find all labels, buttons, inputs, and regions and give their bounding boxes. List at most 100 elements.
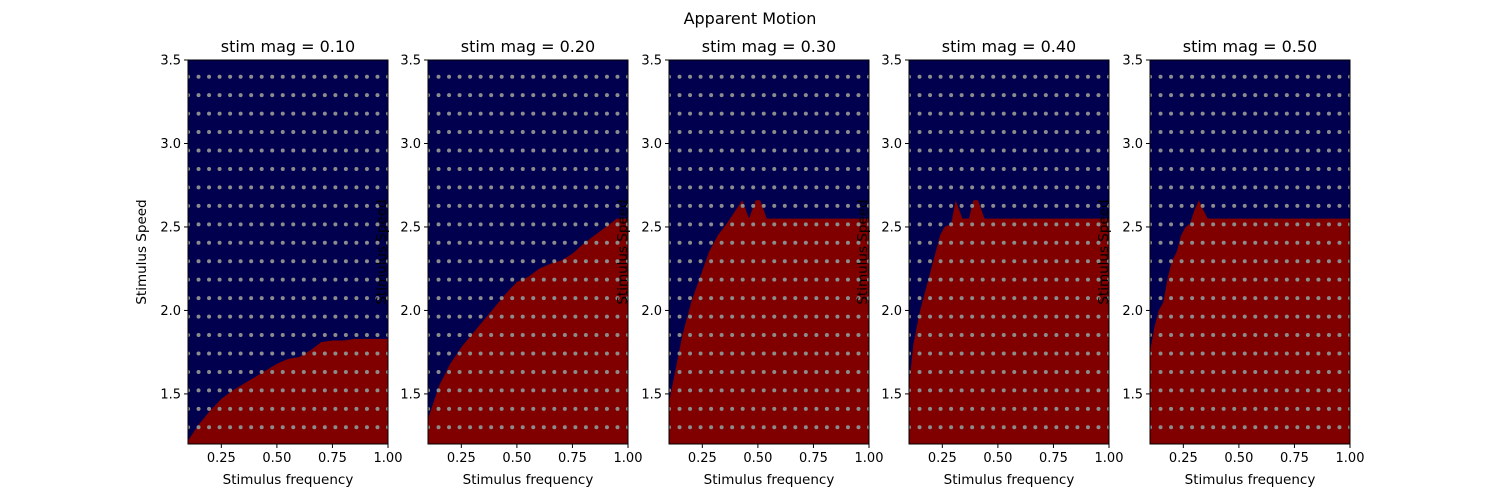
sample-dot: [436, 369, 441, 374]
sample-dot: [730, 296, 735, 301]
sample-dot: [688, 203, 693, 208]
sample-dot: [824, 351, 829, 356]
sample-dot: [1075, 93, 1080, 98]
sample-dot: [1012, 425, 1017, 430]
sample-dot: [499, 222, 504, 227]
sample-dot: [1263, 111, 1268, 116]
sample-dot: [1085, 166, 1090, 171]
sample-dot: [364, 259, 369, 264]
sample-dot: [928, 93, 933, 98]
sample-dot: [1190, 240, 1195, 245]
sample-dot: [1033, 148, 1038, 153]
sample-dot: [217, 130, 222, 135]
sample-dot: [1054, 148, 1059, 153]
sample-dot: [761, 148, 766, 153]
sample-dot: [615, 240, 620, 245]
sample-dot: [270, 148, 275, 153]
sample-dot: [1211, 406, 1216, 411]
sample-dot: [249, 314, 254, 319]
sample-dot: [1337, 148, 1342, 153]
sample-dot: [217, 240, 222, 245]
sample-dot: [1274, 148, 1279, 153]
sample-dot: [761, 314, 766, 319]
sample-dot: [1012, 406, 1017, 411]
sample-dot: [594, 351, 599, 356]
sample-dot: [1190, 425, 1195, 430]
sample-dot: [436, 74, 441, 79]
sample-dot: [1054, 111, 1059, 116]
sample-dot: [249, 74, 254, 79]
sample-dot: [1337, 166, 1342, 171]
sample-dot: [928, 296, 933, 301]
sample-dot: [322, 222, 327, 227]
sample-dot: [1085, 406, 1090, 411]
sample-dot: [280, 333, 285, 338]
sample-dot: [1232, 388, 1237, 393]
sample-dot: [228, 74, 233, 79]
sample-dot: [1295, 406, 1300, 411]
sample-dot: [1274, 74, 1279, 79]
sample-dot: [824, 406, 829, 411]
sample-dot: [709, 166, 714, 171]
sample-dot: [228, 296, 233, 301]
sample-dot: [1221, 388, 1226, 393]
y-tick-label: 3.0: [1122, 137, 1143, 152]
sample-dot: [583, 166, 588, 171]
sample-dot: [1043, 222, 1048, 227]
sample-dot: [520, 351, 525, 356]
sample-dot: [793, 148, 798, 153]
sample-dot: [959, 203, 964, 208]
sample-dot: [301, 166, 306, 171]
sample-dot: [677, 166, 682, 171]
sample-dot: [1221, 240, 1226, 245]
sample-dot: [1253, 240, 1258, 245]
sample-dot: [228, 148, 233, 153]
sample-dot: [1022, 74, 1027, 79]
sample-dot: [1012, 277, 1017, 282]
sample-dot: [1085, 425, 1090, 430]
sample-dot: [938, 130, 943, 135]
sample-dot: [531, 314, 536, 319]
sample-dot: [447, 74, 452, 79]
sample-dot: [1211, 333, 1216, 338]
sample-dot: [1337, 185, 1342, 190]
sample-dot: [740, 277, 745, 282]
sample-dot: [333, 277, 338, 282]
sample-dot: [291, 185, 296, 190]
sample-dot: [354, 333, 359, 338]
sample-dot: [249, 111, 254, 116]
sample-dot: [938, 369, 943, 374]
sample-dot: [196, 130, 201, 135]
sample-dot: [1085, 351, 1090, 356]
sample-dot: [1190, 406, 1195, 411]
sample-dot: [1284, 185, 1289, 190]
sample-dot: [196, 203, 201, 208]
sample-dot: [594, 166, 599, 171]
axes-frame: [1149, 59, 1351, 445]
sample-dot: [436, 259, 441, 264]
sample-dot: [552, 111, 557, 116]
sample-dot: [1033, 166, 1038, 171]
sample-dot: [761, 369, 766, 374]
sample-dot: [845, 111, 850, 116]
sample-dot: [1043, 166, 1048, 171]
sample-dot: [772, 277, 777, 282]
sample-dot: [562, 333, 567, 338]
sample-dot: [751, 425, 756, 430]
sample-dot: [740, 425, 745, 430]
sample-dot: [520, 111, 525, 116]
sample-dot: [1232, 296, 1237, 301]
sample-dot: [354, 296, 359, 301]
sample-dot: [552, 166, 557, 171]
sample-dot: [468, 296, 473, 301]
sample-dot: [1179, 425, 1184, 430]
sample-dot: [270, 369, 275, 374]
sample-dot: [322, 296, 327, 301]
sample-dot: [1200, 333, 1205, 338]
sample-dot: [312, 130, 317, 135]
sample-dot: [1012, 222, 1017, 227]
y-tick-label: 2.0: [400, 304, 421, 319]
sample-dot: [333, 93, 338, 98]
sample-dot: [1096, 93, 1101, 98]
